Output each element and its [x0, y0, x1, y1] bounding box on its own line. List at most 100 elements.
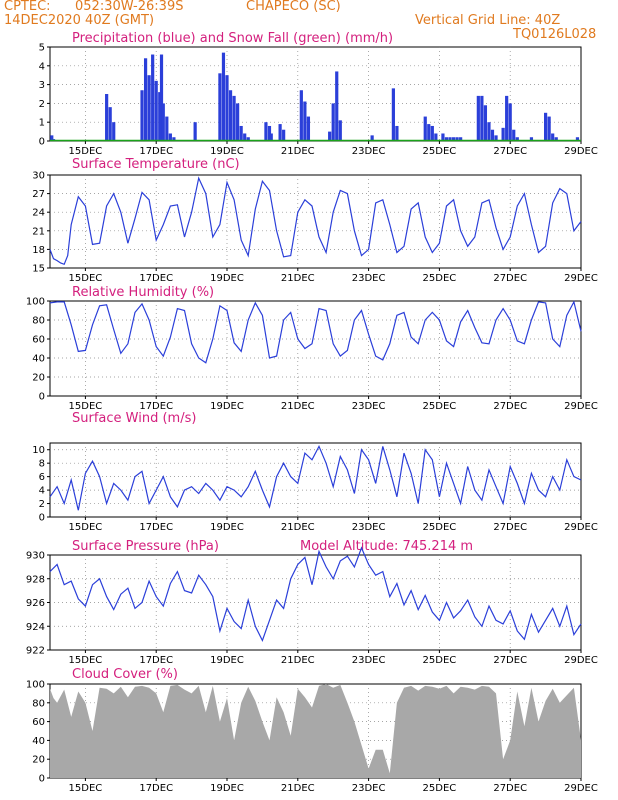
x-tick-label: 21DEC [281, 146, 315, 157]
panel-title: Cloud Cover (%) [72, 667, 178, 682]
panel-6: 0 20 40 60 80 100 15DEC 17DEC 19DEC 21DEC 23DEC 25D… [26, 667, 598, 794]
panel-title: Relative Humidity (%) [72, 285, 214, 300]
precip-bar [278, 124, 282, 141]
y-tick-label: 24 [32, 208, 45, 219]
precip-bar [161, 103, 165, 141]
y-tick-label: 1 [39, 118, 45, 129]
x-tick-label: 25DEC [423, 655, 457, 666]
panel-4: 0 2 4 6 8 10 15DEC 17DEC 19DEC 21DEC 23DEC 25DEC 27D… [32, 411, 598, 533]
panel-title: Surface Wind (m/s) [72, 411, 196, 426]
precip-bar [391, 88, 395, 141]
precip-bar [441, 133, 445, 141]
x-tick-label: 15DEC [69, 146, 103, 157]
x-tick-label: 19DEC [210, 401, 244, 412]
header-location: CHAPECO (SC) [246, 0, 341, 14]
panel-2: 15 18 21 24 27 30 15DEC 17DEC 19DEC 21DEC 23DEC 25D… [32, 157, 598, 284]
series-line [49, 300, 582, 364]
y-tick-label: 10 [32, 445, 45, 456]
x-tick-label: 19DEC [210, 146, 244, 157]
series-line [49, 546, 582, 643]
x-tick-label: 19DEC [210, 522, 244, 533]
x-tick-label: 21DEC [281, 273, 315, 284]
precip-bar [267, 125, 272, 141]
precip-bar [158, 92, 162, 141]
precip-bar [512, 129, 516, 141]
precip-bar [165, 116, 169, 141]
precip-bar [306, 116, 311, 141]
precip-bar [232, 95, 236, 141]
precip-bar [444, 137, 449, 141]
precip-bar [331, 103, 335, 141]
precip-bar [480, 95, 484, 141]
x-tick-label: 19DEC [210, 273, 244, 284]
panel-5: 922 924 926 928 930 15DEC 17DEC 19DEC 21DEC 23DEC… [26, 539, 598, 666]
panel-frame [49, 300, 582, 397]
y-tick-label: 60 [32, 717, 45, 728]
header-coords: 052:30W-26:39S [75, 0, 184, 14]
x-tick-label: 19DEC [210, 783, 244, 794]
precip-bar [423, 116, 427, 141]
y-tick-label: 80 [32, 316, 45, 327]
x-tick-label: 25DEC [423, 522, 457, 533]
x-tick-label: 25DEC [423, 401, 457, 412]
precip-bar [338, 120, 342, 141]
x-tick-label: 29DEC [564, 522, 598, 533]
x-tick-label: 29DEC [564, 783, 598, 794]
y-tick-label: 4 [39, 486, 45, 497]
precip-bar [501, 127, 505, 141]
x-tick-label: 29DEC [564, 401, 598, 412]
x-tick-label: 27DEC [493, 401, 527, 412]
precip-bar [269, 133, 273, 141]
x-tick-label: 17DEC [139, 273, 173, 284]
panel-3: 0 20 40 60 80 100 15DEC 17DEC 19DEC 21DEC 23DEC 25D… [26, 285, 598, 412]
x-tick-label: 15DEC [69, 401, 103, 412]
precip-bar [282, 129, 286, 141]
precip-bar [151, 54, 155, 141]
precip-bar [508, 103, 512, 141]
precip-bar [193, 122, 197, 141]
y-tick-label: 40 [32, 354, 45, 365]
precip-bar [303, 101, 307, 141]
y-tick-label: 2 [39, 99, 45, 110]
panel-1: 0 1 2 3 4 5 15DEC 17DEC 19DEC 21DEC 23DEC 25DEC 27DE… [39, 31, 598, 157]
precip-bar [264, 122, 268, 141]
x-tick-label: 19DEC [210, 655, 244, 666]
precip-bar [434, 133, 438, 141]
y-tick-label: 3 [39, 80, 45, 91]
precip-bar [168, 133, 172, 141]
x-tick-label: 27DEC [493, 146, 527, 157]
header-code: TQ0126L028 [513, 27, 597, 42]
precip-bar [228, 90, 233, 141]
x-tick-label: 23DEC [352, 655, 386, 666]
precip-bar [370, 135, 374, 141]
x-tick-label: 15DEC [69, 522, 103, 533]
precip-bar [172, 137, 176, 141]
x-tick-label: 27DEC [493, 783, 527, 794]
precip-bar [335, 71, 339, 141]
precip-bar [494, 135, 498, 141]
y-tick-label: 15 [32, 264, 45, 275]
x-tick-label: 23DEC [352, 783, 386, 794]
series-line [49, 444, 582, 511]
x-tick-label: 29DEC [564, 146, 598, 157]
precip-bar [105, 94, 109, 141]
y-tick-label: 30 [32, 171, 45, 182]
y-tick-label: 8 [39, 459, 45, 470]
x-tick-label: 17DEC [139, 522, 173, 533]
panel-frame [49, 46, 582, 142]
x-tick-label: 25DEC [423, 146, 457, 157]
precip-bar [243, 133, 247, 141]
precip-bar [430, 125, 434, 141]
precip-bar [246, 137, 250, 141]
precip-bar [299, 90, 303, 141]
x-tick-label: 25DEC [423, 273, 457, 284]
x-tick-label: 29DEC [564, 273, 598, 284]
y-tick-label: 0 [39, 774, 45, 785]
precip-bar [218, 73, 222, 141]
precip-bar [483, 105, 488, 141]
y-tick-label: 80 [32, 698, 45, 709]
x-tick-label: 23DEC [352, 273, 386, 284]
precip-bar [515, 137, 519, 141]
precip-bar [455, 137, 459, 141]
